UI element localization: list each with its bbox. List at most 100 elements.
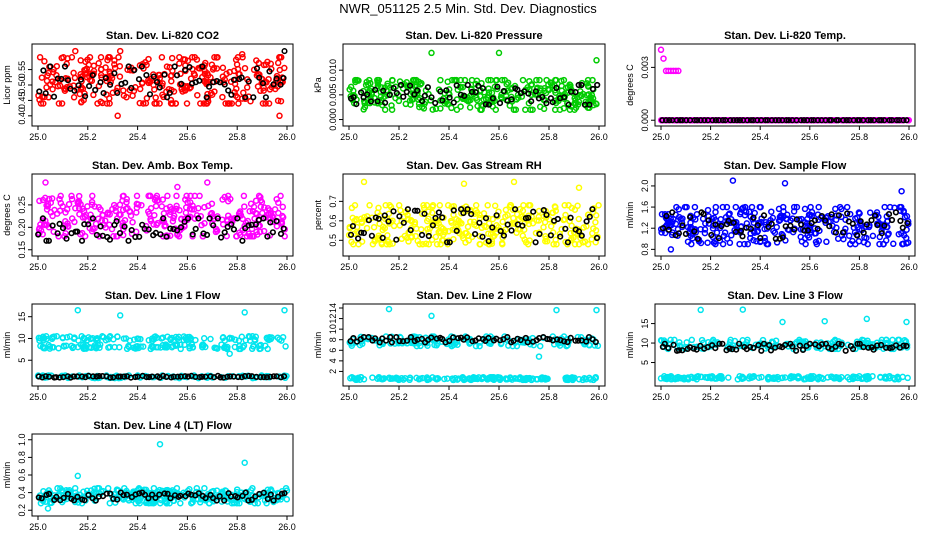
data-point [119, 206, 127, 214]
data-point-selected [690, 345, 697, 352]
data-point [484, 375, 492, 383]
y-tick-label: 1.6 [640, 201, 650, 214]
data-point [697, 225, 704, 233]
y-axis-label: Licor ppm [2, 65, 12, 105]
data-point-selected [393, 89, 400, 97]
data-point [74, 200, 82, 207]
y-tick-label: 12 [328, 314, 338, 324]
data-point [49, 78, 56, 85]
data-point-selected [349, 223, 357, 230]
data-point-selected [387, 334, 394, 341]
data-point [448, 219, 455, 226]
data-point [883, 336, 890, 344]
data-point-selected [578, 81, 585, 89]
data-point-selected [267, 219, 274, 226]
data-point [207, 89, 215, 97]
data-point [60, 54, 67, 61]
outlier-point [428, 312, 435, 320]
data-point-selected [885, 211, 893, 218]
outlier-point [672, 67, 680, 75]
data-point [491, 202, 499, 210]
data-point-selected [557, 233, 564, 240]
y-tick-label: 0.5 [328, 234, 338, 247]
x-tick-label: 26.0 [278, 132, 296, 142]
data-point [97, 71, 105, 79]
y-tick-label: 8 [328, 337, 338, 342]
data-point-selected [747, 117, 755, 124]
chart-title: Stan. Dev. Sample Flow [724, 160, 847, 172]
data-point-selected [443, 87, 450, 94]
data-point [91, 203, 98, 210]
data-point-selected [727, 117, 734, 124]
outlier-point [657, 46, 665, 54]
data-point-selected [166, 89, 173, 96]
data-point-selected [868, 217, 875, 224]
y-tick-label: 0.8 [640, 243, 650, 256]
data-point [471, 375, 479, 383]
data-point [466, 104, 474, 111]
data-point-selected [372, 335, 379, 342]
data-point [513, 342, 521, 350]
data-point-selected [733, 117, 741, 124]
chart-panel: Stan. Dev. Li-820 Temp. degrees C 25.0 25.2… [625, 30, 918, 142]
data-point-selected [592, 338, 599, 346]
data-point-selected [178, 80, 185, 87]
data-point [536, 103, 544, 111]
data-point [404, 215, 412, 223]
data-point-selected [670, 341, 677, 349]
data-point-selected [479, 233, 486, 240]
y-tick-label: 1.0 [17, 434, 27, 447]
data-point-selected [539, 93, 546, 101]
x-tick-label: 25.2 [390, 392, 408, 402]
data-point [793, 338, 801, 346]
outlier-point [495, 49, 503, 57]
data-point-selected [403, 337, 411, 344]
data-point-selected [257, 374, 264, 381]
data-point-selected [141, 491, 149, 498]
data-point-selected [360, 94, 367, 101]
data-point-selected [404, 206, 412, 213]
outlier-point [898, 187, 905, 195]
data-point-selected [61, 63, 69, 70]
data-point-selected [768, 220, 775, 227]
data-point [148, 498, 156, 506]
data-point [453, 106, 461, 113]
data-point-selected [67, 374, 74, 381]
data-point [895, 336, 903, 344]
data-point [110, 233, 117, 240]
data-point [591, 342, 599, 349]
data-point [437, 105, 444, 112]
data-point [452, 76, 460, 84]
data-point [406, 97, 414, 104]
data-point [352, 376, 360, 384]
outlier-point [116, 47, 124, 55]
data-point-selected [697, 342, 704, 350]
data-point [350, 240, 357, 248]
y-tick-label: 14 [328, 303, 338, 313]
data-point-selected [712, 345, 719, 352]
data-point-selected [464, 334, 471, 341]
data-point-selected [797, 117, 805, 124]
data-point-selected [700, 210, 707, 217]
data-point [204, 90, 211, 98]
y-tick-label: 0.000 [328, 108, 338, 131]
data-point [726, 339, 734, 346]
data-point [281, 64, 288, 72]
x-tick-label: 26.0 [590, 392, 608, 402]
data-point-selected [446, 239, 453, 246]
data-point-selected [116, 230, 124, 237]
data-point [485, 85, 492, 92]
data-point-selected [781, 341, 789, 349]
x-tick-label: 25.6 [801, 132, 819, 142]
data-point-selected [800, 117, 808, 124]
x-tick-label: 25.4 [129, 132, 147, 142]
data-point-selected [532, 88, 540, 95]
x-tick-label: 25.2 [390, 262, 408, 272]
data-point [55, 233, 62, 240]
data-point [55, 344, 62, 352]
data-point [247, 200, 255, 208]
data-point-selected [143, 374, 150, 381]
data-point-selected [203, 231, 211, 238]
data-point [266, 86, 274, 93]
data-point-selected [184, 215, 192, 222]
